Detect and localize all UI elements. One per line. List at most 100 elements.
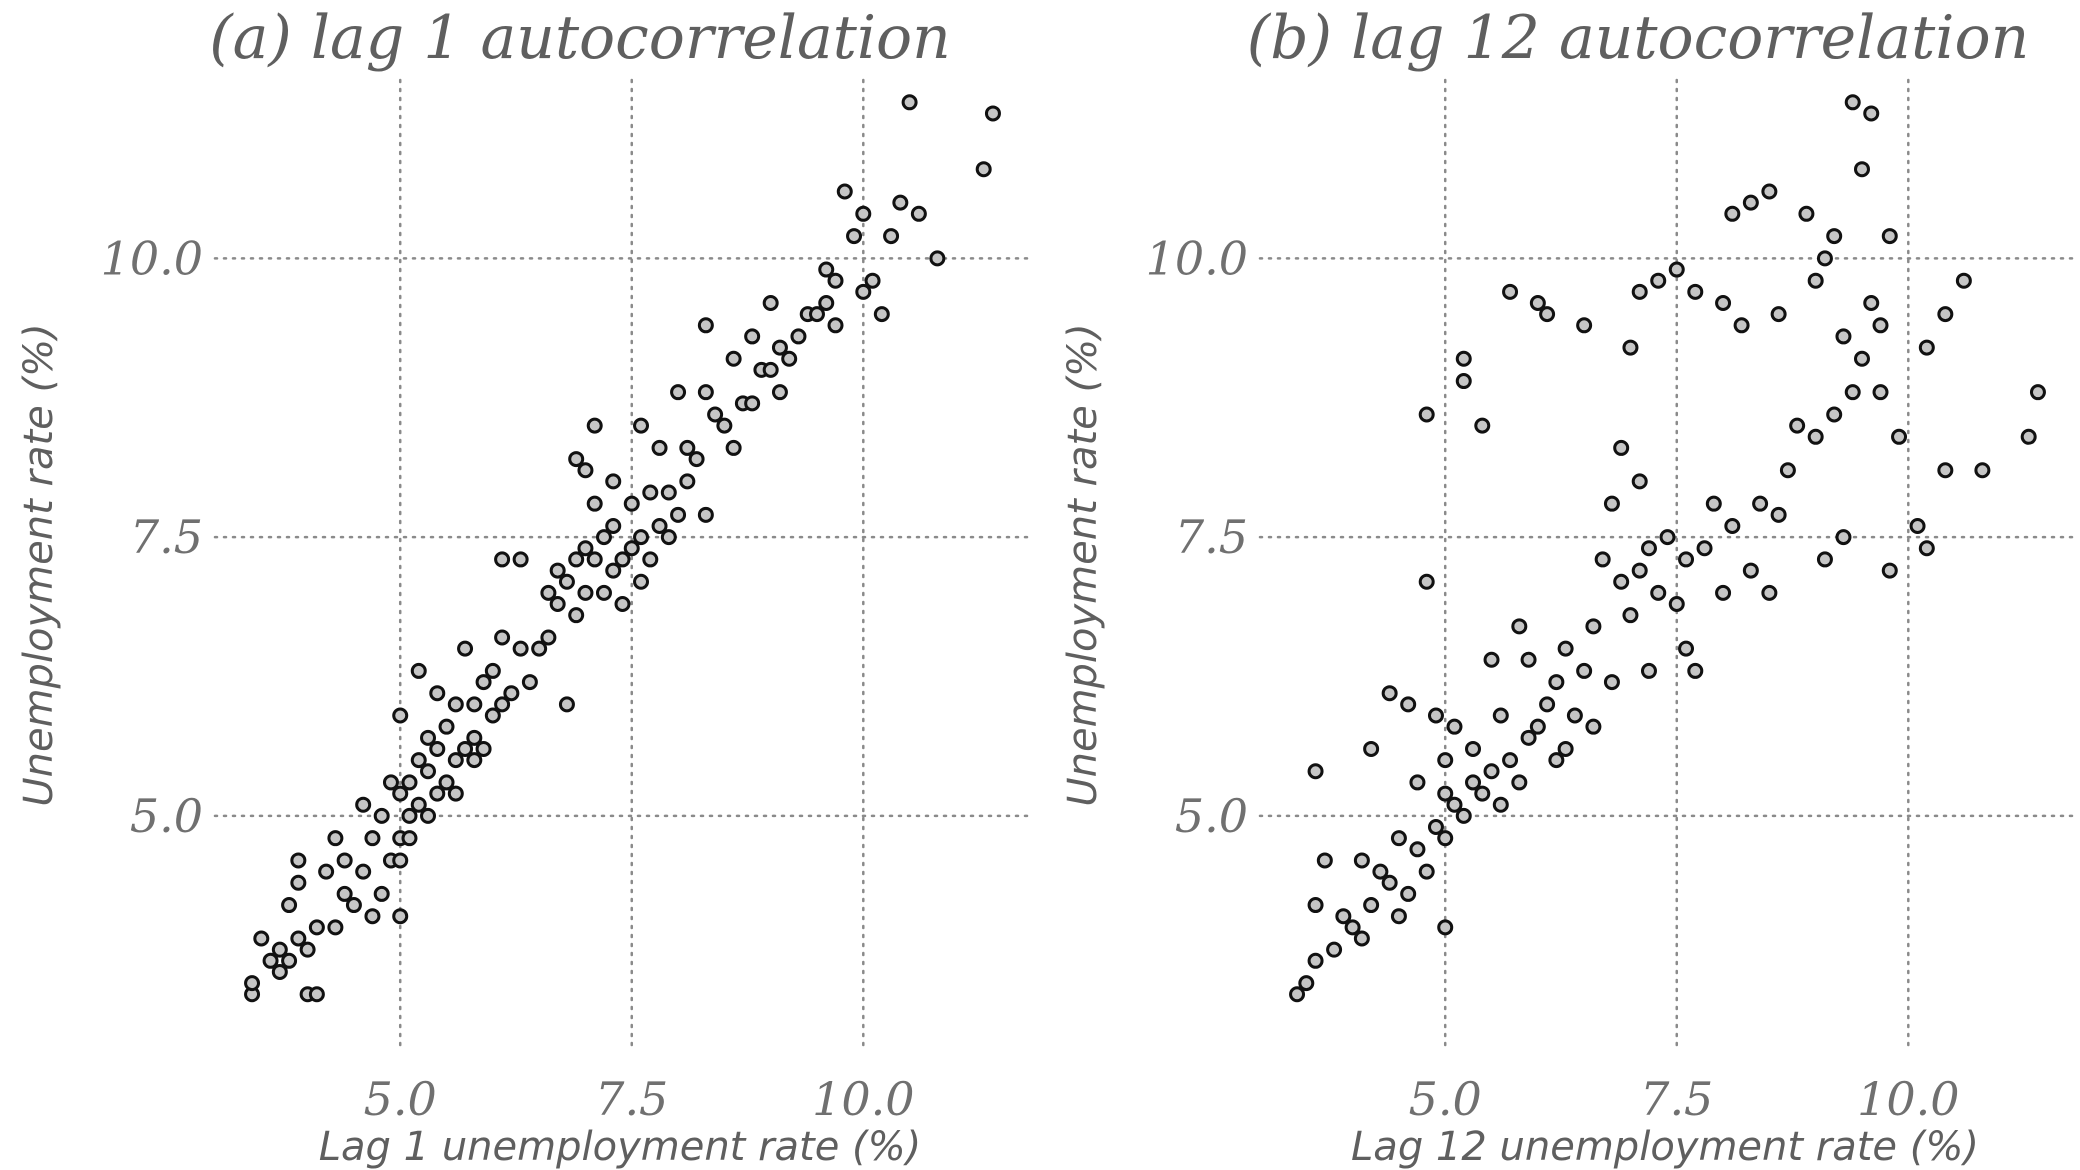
panel-b-data-point [1742, 562, 1759, 579]
panel-a-data-point [271, 941, 288, 958]
panel-b-data-point [1779, 462, 1796, 479]
panel-a-data-point [762, 294, 779, 311]
panel-b-data-point [1594, 551, 1611, 568]
panel-b-data-point [1520, 651, 1537, 668]
panel-b-data-point [1742, 194, 1759, 211]
panel-b-data-point [1678, 640, 1695, 657]
panel-b-data-point [1465, 740, 1482, 757]
panel-a-data-point [605, 562, 622, 579]
panel-b-data-point [1974, 462, 1991, 479]
panel-b-y-tick-label: 10.0 [1146, 231, 1248, 285]
panel-b-data-point [1668, 261, 1685, 278]
panel-b-y-ticks: 5.0 7.5 10.0 [1146, 231, 1248, 842]
panel-b-data-point [1298, 975, 1315, 992]
panel-a-data-point [475, 740, 492, 757]
panel-a-data-point [818, 261, 835, 278]
panel-b-data-point [1724, 205, 1741, 222]
panel-a-data-point [494, 551, 511, 568]
panel-b-data-point [1483, 651, 1500, 668]
panel-a-data-point [512, 640, 529, 657]
panel-a-x-axis-title: Lag 1 unemployment rate (%) [319, 1124, 922, 1170]
panel-a-data-point [410, 796, 427, 813]
panel-a-data-point [855, 283, 872, 300]
panel-b-data-point [1752, 495, 1769, 512]
panel-b-data-point [2029, 384, 2046, 401]
panel-b-data-point [1826, 406, 1843, 423]
panel-a-data-point [336, 852, 353, 869]
panel-a-data-point [429, 740, 446, 757]
panel-a-data-point [447, 785, 464, 802]
panel-a-data-point [827, 317, 844, 334]
panel-a-data-point [568, 551, 585, 568]
panel-a-data-point [401, 807, 418, 824]
panel-b-data-point [1650, 272, 1667, 289]
panel-b-data-point [1650, 584, 1667, 601]
panel-b-data-point [1492, 707, 1509, 724]
panel-a-data-point [614, 596, 631, 613]
panel-b-data-point [1918, 339, 1935, 356]
panel-b-data-point [1446, 718, 1463, 735]
panel-b-data-point [1733, 317, 1750, 334]
panel-a-data-point [642, 484, 659, 501]
panel-a-points [244, 94, 1001, 1003]
panel-a-data-point [336, 885, 353, 902]
panel-a-data-point [540, 584, 557, 601]
panel-a-data-point [633, 529, 650, 546]
panel-b-data-point [1603, 495, 1620, 512]
panel-b-y-axis-title: Unemployment rate (%) [1060, 323, 1106, 806]
panel-b-data-point [1835, 529, 1852, 546]
panel-a-data-point [808, 306, 825, 323]
panel-a-data-point [716, 417, 733, 434]
panel-b-data-point [1409, 841, 1426, 858]
panel-b-data-point [1390, 830, 1407, 847]
panel-a-data-point [549, 562, 566, 579]
panel-b-data-point [1529, 294, 1546, 311]
panel-b-data-point [1937, 306, 1954, 323]
panel-a-data-point [392, 785, 409, 802]
panel-b-data-point [1353, 852, 1370, 869]
panel-b-data-point [1381, 685, 1398, 702]
panel-a-data-point [697, 384, 714, 401]
panel-a-data-point [586, 495, 603, 512]
panel-b-x-axis-title: Lag 12 unemployment rate (%) [1351, 1124, 1979, 1170]
panel-a-data-point [846, 228, 863, 245]
panel-b-data-point [1576, 317, 1593, 334]
panel-b-data-point [1705, 495, 1722, 512]
panel-b-data-point [1724, 517, 1741, 534]
panel-b-data-point [1807, 272, 1824, 289]
panel-a-data-point [457, 640, 474, 657]
panel-b-data-point [1761, 183, 1778, 200]
panel-a-data-point [355, 863, 372, 880]
panel-a-data-point [586, 551, 603, 568]
panel-b-data-point [1640, 540, 1657, 557]
panel-a-data-point [633, 417, 650, 434]
panel-b-data-point [1844, 384, 1861, 401]
panel-a-data-point [790, 328, 807, 345]
panel-b-data-point [1483, 763, 1500, 780]
panel-a-data-point [521, 674, 538, 691]
panel-a-data-point [660, 529, 677, 546]
panel-a-data-point [290, 852, 307, 869]
panel-b-data-point [1937, 462, 1954, 479]
panel-b-data-point [1557, 740, 1574, 757]
panel-b-data-point [1326, 941, 1343, 958]
panel-a-data-point [420, 763, 437, 780]
panel-b-data-point [1455, 807, 1472, 824]
panel-b-data-point [1437, 919, 1454, 936]
panel-a-data-point [975, 161, 992, 178]
panel-a-data-point [281, 897, 298, 914]
panel-a-data-point [827, 272, 844, 289]
panel-a: (a) lag 1 autocorrelation 5.0 7.5 10.0 5.0… [16, 3, 1032, 1170]
panel-b-data-point [1631, 473, 1648, 490]
panel-a-data-point [420, 807, 437, 824]
panel-b-data-point [1909, 517, 1926, 534]
panel-b-data-point [1289, 986, 1306, 1003]
panel-a-data-point [318, 863, 335, 880]
panel-a-data-point [679, 439, 696, 456]
panel-a-data-point [364, 908, 381, 925]
panel-b-data-point [1335, 908, 1352, 925]
panel-a-data-point [466, 752, 483, 769]
panel-a-data-point [623, 540, 640, 557]
panel-a-data-point [595, 584, 612, 601]
